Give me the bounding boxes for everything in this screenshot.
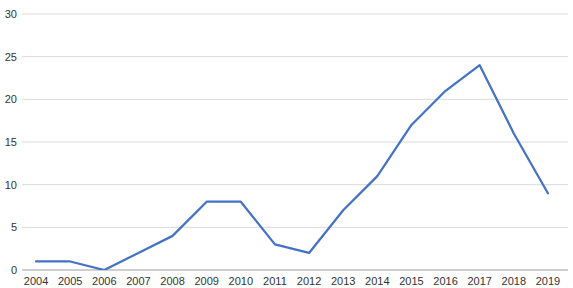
x-tick-label: 2008 xyxy=(160,275,184,287)
grid-line xyxy=(22,184,568,185)
y-tick-label: 25 xyxy=(5,51,17,63)
grid-line xyxy=(22,99,568,100)
x-tick-label: 2015 xyxy=(399,275,423,287)
grid-line xyxy=(22,227,568,228)
chart: 0 5 10 15 20 25 30 2004 2005 2006 2007 2008 2009 2010… xyxy=(0,0,573,288)
x-tick-label: 2017 xyxy=(467,275,491,287)
x-tick-label: 2013 xyxy=(331,275,355,287)
grid-line xyxy=(22,56,568,57)
grid-line xyxy=(22,142,568,143)
y-tick-label: 0 xyxy=(11,264,17,276)
x-tick-label: 2010 xyxy=(229,275,253,287)
x-tick-label: 2009 xyxy=(194,275,218,287)
y-tick-label: 5 xyxy=(11,221,17,233)
x-tick-label: 2011 xyxy=(263,275,287,287)
y-tick-label: 30 xyxy=(5,8,17,20)
x-tick-label: 2007 xyxy=(126,275,150,287)
x-tick-label: 2018 xyxy=(502,275,526,287)
data-line xyxy=(36,65,548,270)
x-tick-label: 2012 xyxy=(297,275,321,287)
plot-area xyxy=(36,65,548,270)
y-tick-label: 10 xyxy=(5,179,17,191)
grid-line xyxy=(22,14,568,15)
x-tick-label: 2016 xyxy=(433,275,457,287)
x-tick-label: 2004 xyxy=(24,275,48,287)
x-tick-label: 2005 xyxy=(58,275,82,287)
x-tick-label: 2019 xyxy=(536,275,560,287)
y-tick-label: 15 xyxy=(5,136,17,148)
x-tick-label: 2006 xyxy=(92,275,116,287)
x-tick-label: 2014 xyxy=(365,275,389,287)
y-tick-label: 20 xyxy=(5,93,17,105)
